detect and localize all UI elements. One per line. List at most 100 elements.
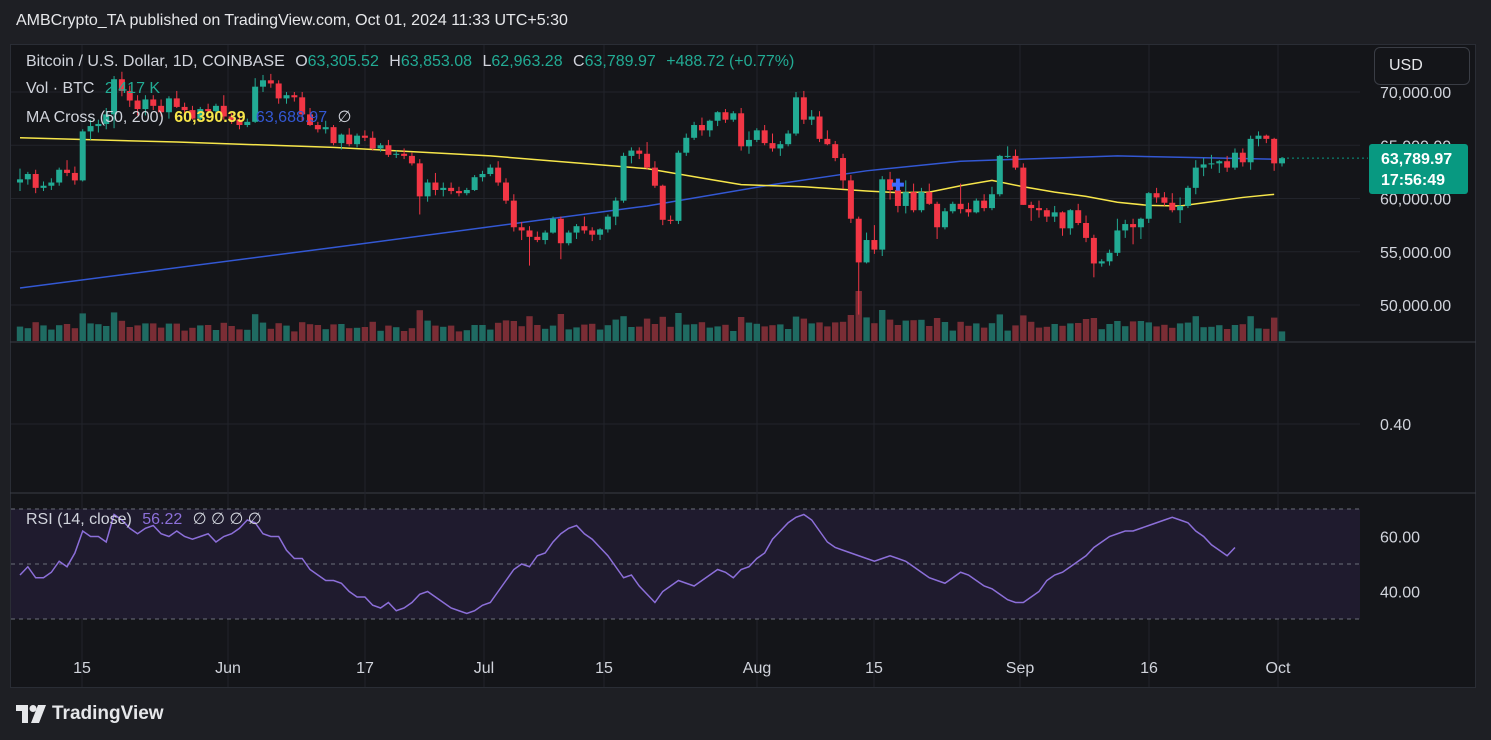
volume-bar [142,323,149,341]
volume-bar [79,313,86,341]
candle-body [510,200,517,228]
candle-body [973,200,980,213]
time-tick-label: Sep [1006,660,1035,677]
volume-bar [526,316,533,341]
candle-body [259,80,266,87]
currency-button[interactable]: USD [1374,47,1470,85]
candle-body [502,182,509,201]
tradingview-brand: TradingView [52,703,164,724]
volume-bar [322,329,329,341]
volume-bar [189,327,196,341]
volume-bar [165,323,173,341]
volume-bar [197,325,204,341]
candle-body [526,230,533,237]
candle-body [228,116,235,120]
volume-bar [910,320,917,341]
candle-body [785,133,792,145]
ma200-value: 63,688.97 [255,109,328,126]
volume-bar [306,324,314,341]
volume-bar [463,330,470,341]
candle-body [628,150,635,156]
candle-body [40,185,47,188]
candle-body [675,152,682,221]
candle-body [832,144,839,159]
candle-body [1004,155,1011,157]
candle-body [738,113,745,147]
candle-body [189,110,196,119]
candle-body [299,97,306,115]
volume-bar [1004,330,1011,341]
candle-body [346,134,353,145]
open-value: 63,305.52 [307,53,379,70]
candle-body [401,153,408,156]
time-tick-label: 16 [1140,660,1158,677]
candle-body [1036,208,1043,211]
volume-bar [839,321,847,341]
candle-body [87,126,94,132]
volume-bar [534,325,541,341]
rsi-legend: RSI (14, close) 56.22 ∅ ∅ ∅ ∅ [26,509,268,529]
ma50-value: 60,390.39 [174,109,246,126]
volume-bar [589,323,596,341]
volume-bar [487,329,494,341]
volume-bar [1067,323,1074,341]
volume-bar [722,324,729,341]
candle-body [408,155,415,164]
volume-bar [1074,323,1082,341]
candle-body [761,130,768,144]
last-price-value: 63,789.97 [1381,151,1453,168]
volume-bar [479,325,486,341]
candle-body [448,187,455,192]
indicator-tick-label: 0.40 [1380,417,1411,434]
volume-bar [730,331,737,341]
volume-bar [957,321,964,341]
candle-body [988,194,995,209]
candle-body [667,219,674,221]
volume-bar [675,313,682,341]
candle-body [56,169,63,183]
candle-body [1216,161,1223,164]
candle-body [1090,237,1097,264]
rsi-extra: ∅ ∅ ∅ ∅ [192,511,262,528]
publish-header: AMBCrypto_TA published on TradingView.co… [16,12,568,29]
candle-body [330,127,337,144]
candle-body [275,83,282,99]
candle-body [1114,230,1121,253]
volume-bar [761,326,768,341]
rsi-label: RSI (14, close) [26,511,132,528]
ma-label: MA Cross (50, 200) [26,109,164,126]
ma-legend: MA Cross (50, 200) 60,390.39 63,688.97 ∅ [26,107,358,127]
candle-body [1122,224,1129,231]
price-tick-label: 60,000.00 [1380,192,1451,209]
volume-legend: Vol · BTC 2.417 K [26,80,166,98]
volume-bar [581,324,588,341]
volume-bar [879,310,886,341]
volume-bar [416,310,423,341]
candle-body [173,98,180,107]
candle-body [1231,152,1238,168]
candle-body [197,109,204,119]
volume-bar [204,325,212,341]
candle-body [1208,163,1215,165]
candle-body [1028,204,1035,209]
candle-body [808,116,815,120]
volume-bar [698,322,706,341]
candle-body [48,182,55,186]
volume-bar [573,327,580,341]
volume-bar [1239,324,1247,341]
candle-body [338,134,345,144]
tradingview-footer[interactable]: TradingView [16,703,164,725]
volume-bar [1059,325,1066,341]
candle-body [698,125,705,131]
candle-body [267,80,274,84]
candle-body [965,209,972,213]
volume-bar [1020,315,1027,341]
time-tick-label: Aug [743,660,771,677]
candle-body [949,203,956,212]
volume-bar [1122,326,1129,341]
volume-bar [777,324,784,341]
candle-body [393,153,400,155]
volume-bar [353,327,361,341]
candle-body [550,218,557,233]
candle-body [769,143,776,149]
